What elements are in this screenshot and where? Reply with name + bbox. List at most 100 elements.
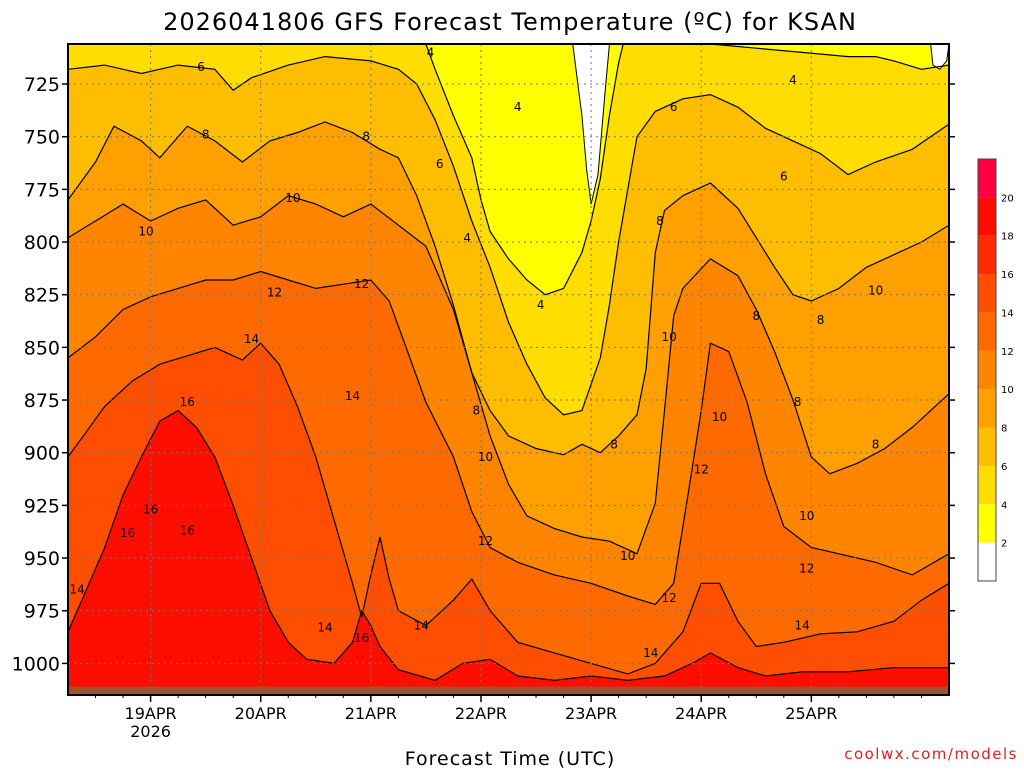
contour-label: 4: [514, 100, 522, 114]
contour-label: 16: [180, 524, 195, 538]
contour-label: 16: [354, 631, 369, 645]
isotherm-8: [68, 121, 949, 456]
x-tick-label: 19APR: [125, 704, 177, 723]
x-tick-label: 25APR: [785, 704, 837, 723]
contour-label: 4: [537, 298, 545, 312]
plot-area: 4 4 4 4 4 6 6 6 6 8 8 8 8 8 8 8 8 8 10 10 10 10 10 10 10 10 12 12 12…: [67, 43, 950, 696]
y-tick-label: 950: [24, 548, 60, 570]
y-tick-label: 875: [24, 390, 60, 412]
chart-title: 2026041806 GFS Forecast Temperature (ºC)…: [163, 8, 857, 36]
colorbar-swatch: [978, 465, 996, 505]
contour-label: 12: [799, 562, 814, 576]
contour-label: 10: [285, 191, 300, 205]
contour-label: 14: [70, 583, 85, 597]
contour-label: 10: [868, 283, 883, 297]
y-tick-label: 800: [24, 232, 60, 254]
colorbar-swatch: [978, 274, 996, 313]
contour-label: 12: [694, 463, 709, 477]
colorbar-tick-label: 8: [1001, 424, 1007, 435]
contour-label: 14: [643, 646, 658, 660]
x-tick-sublabel: 2026: [130, 722, 171, 741]
x-tick-label: 22APR: [455, 704, 507, 723]
colorbar-tick-label: 2: [1001, 539, 1007, 550]
isotherm-6: [68, 55, 949, 416]
cold-pocket-below-2: [930, 44, 949, 70]
x-axis-title: Forecast Time (UTC): [405, 748, 615, 768]
contour-label: 8: [656, 214, 664, 228]
ground-surface: [68, 686, 949, 695]
grid-lines: [68, 44, 949, 695]
contour-label: 16: [180, 395, 195, 409]
contour-label: 10: [661, 330, 676, 344]
colorbar: 2 4 6 8 10 12 14 16 18 20: [977, 158, 1014, 582]
contour-label: 12: [267, 286, 282, 300]
contour-label: 16: [143, 503, 158, 517]
contour-label: 8: [362, 130, 370, 144]
colorbar-tick-label: 10: [1001, 385, 1014, 396]
x-tick-label: 20APR: [235, 704, 287, 723]
colorbar-tick-label: 14: [1001, 308, 1014, 319]
isotherm-16: [68, 409, 949, 681]
colorbar-tick-label: 20: [1001, 193, 1014, 204]
contour-label: 8: [752, 309, 760, 323]
contour-label: 8: [794, 395, 802, 409]
colorbar-swatch: [978, 350, 996, 390]
contour-label: 8: [817, 313, 825, 327]
contour-label: 8: [872, 437, 880, 451]
colorbar-swatch: [978, 159, 996, 198]
colorbar-tick-label: 16: [1001, 270, 1014, 281]
y-tick-label: 925: [24, 495, 60, 517]
isotherm-12: [68, 270, 949, 606]
colorbar-swatch: [978, 235, 996, 275]
contour-label: 6: [670, 100, 678, 114]
colorbar-tick-label: 12: [1001, 347, 1014, 358]
colorbar-swatch: [978, 312, 996, 351]
x-tick-label: 24APR: [675, 704, 727, 723]
contour-label: 14: [345, 389, 360, 403]
contour-label: 12: [661, 591, 676, 605]
contour-labels: 4 4 4 4 4 6 6 6 6 8 8 8 8 8 8 8 8 8 10 10 10 10 10 10 10 10 12 12 12…: [70, 45, 884, 659]
y-tick-label: 725: [24, 74, 60, 96]
contour-label: 12: [478, 534, 493, 548]
y-tick-label: 775: [24, 179, 60, 201]
contour-label: 12: [354, 277, 369, 291]
contour-label: 8: [610, 437, 618, 451]
colorbar-swatch: [978, 389, 996, 428]
y-axis-ticks: 725 750 775 800 825 850 875 900 925 950 975 1000: [12, 74, 955, 675]
cold-pocket-below-2: [572, 44, 610, 205]
contour-label: 4: [789, 73, 797, 87]
isotherm-14: [68, 342, 949, 675]
contour-label: 4: [463, 231, 471, 245]
contour-label: 10: [712, 410, 727, 424]
colorbar-swatch: [978, 197, 996, 236]
contour-label: 14: [317, 621, 332, 635]
contour-label: 16: [120, 526, 135, 540]
contour-label: 10: [620, 549, 635, 563]
x-tick-label: 21APR: [345, 704, 397, 723]
y-tick-label: 975: [24, 601, 60, 623]
credit-link[interactable]: coolwx.com/models: [844, 745, 1018, 763]
y-tick-label: 750: [24, 127, 60, 149]
isotherm-10: [68, 195, 949, 555]
colorbar-swatch: [978, 504, 996, 543]
y-tick-label: 825: [24, 285, 60, 307]
contour-label: 4: [427, 45, 435, 59]
colorbar-swatch: [978, 542, 996, 581]
contour-label: 6: [436, 157, 444, 171]
contour-label: 6: [780, 170, 788, 184]
contour-label: 14: [795, 618, 810, 632]
colorbar-tick-label: 6: [1001, 462, 1007, 473]
contour-label: 10: [478, 450, 493, 464]
y-tick-label: 1000: [12, 653, 60, 675]
contour-label: 10: [799, 509, 814, 523]
colorbar-tick-label: 18: [1001, 232, 1014, 243]
contour-label: 8: [202, 128, 210, 142]
contour-label: 10: [138, 225, 153, 239]
contour-label: 6: [197, 60, 205, 74]
y-tick-label: 900: [24, 443, 60, 465]
contour-label: 14: [414, 618, 429, 632]
y-tick-label: 850: [24, 337, 60, 359]
